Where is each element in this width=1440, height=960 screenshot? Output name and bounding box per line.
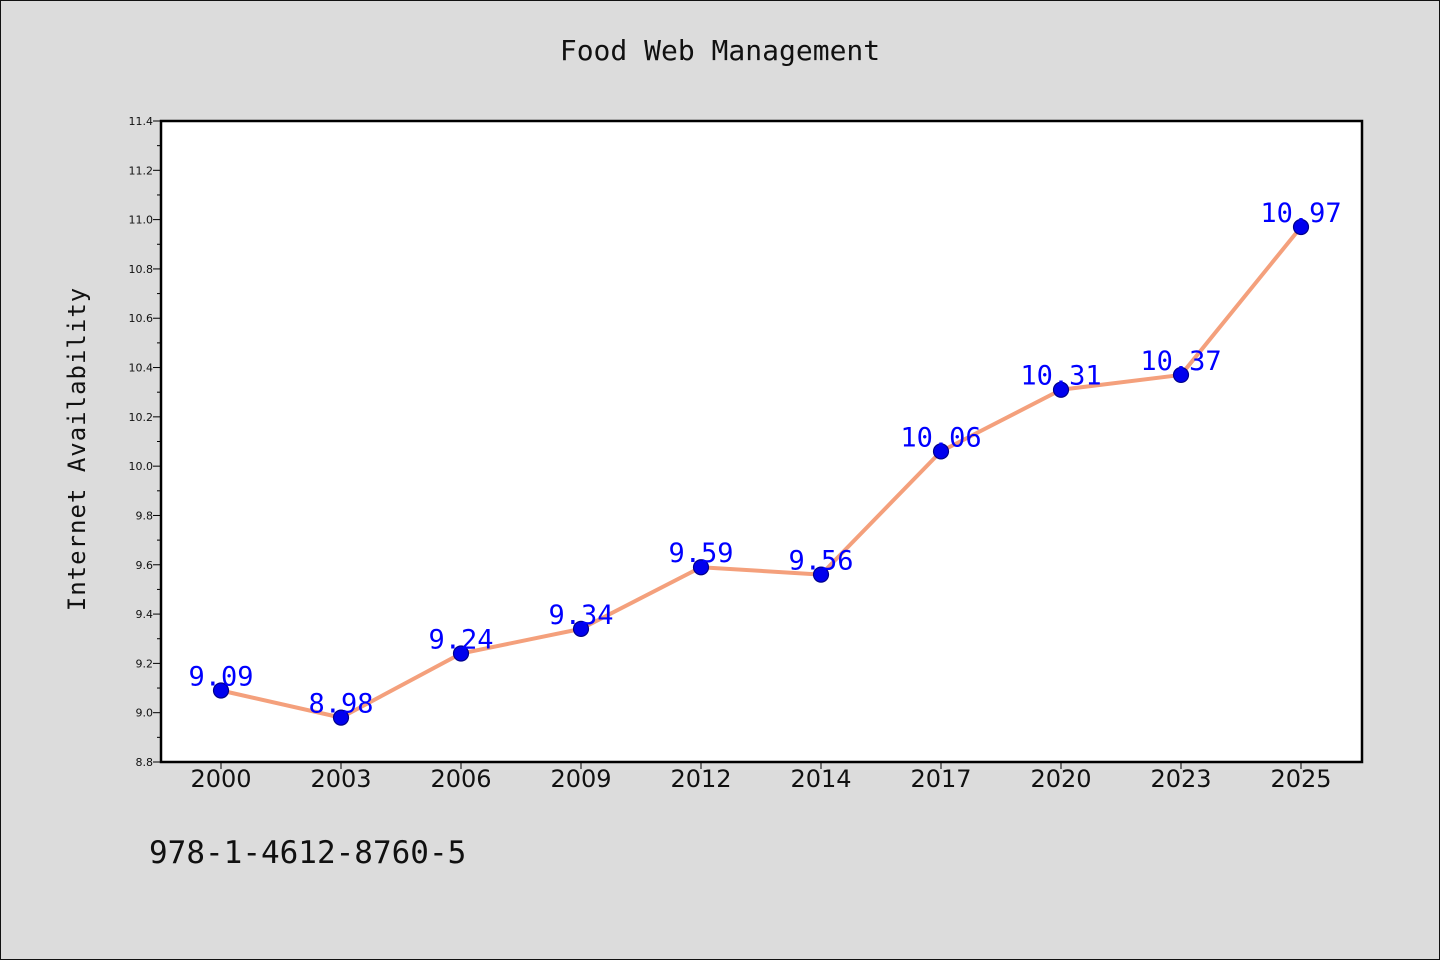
x-tick-label: 2003: [310, 765, 371, 793]
data-point: [932, 443, 950, 460]
x-tick-label: 2020: [1030, 765, 1091, 793]
data-label: 10.37: [1140, 346, 1221, 377]
y-tick-label: 9.4: [136, 608, 154, 621]
data-label: 9.56: [788, 546, 853, 577]
footer-code: 978-1-4612-8760-5: [149, 835, 467, 871]
y-tick-label: 9.8: [136, 509, 154, 522]
chart-title: Food Web Management: [559, 34, 881, 67]
x-tick-label: 2000: [190, 765, 251, 793]
data-label: 9.24: [428, 625, 493, 656]
y-tick-label: 10.4: [129, 362, 154, 375]
data-point: [1052, 381, 1070, 398]
y-tick-label: 11.2: [129, 164, 154, 177]
y-tick-label: 9.0: [136, 707, 154, 720]
data-point: [572, 620, 590, 637]
x-tick-label: 2014: [790, 765, 851, 793]
y-tick-label: 10.6: [129, 312, 154, 325]
data-label: 8.98: [308, 689, 373, 720]
x-tick-label: 2017: [910, 765, 971, 793]
data-point: [452, 645, 470, 662]
data-point: [212, 682, 230, 699]
x-tick-label: 2006: [430, 765, 491, 793]
x-tick-label: 2025: [1270, 765, 1331, 793]
data-label: 10.97: [1260, 198, 1341, 229]
data-point: [692, 559, 710, 576]
data-label: 10.06: [900, 422, 981, 453]
series-line: [219, 225, 1303, 720]
y-tick-label: 10.0: [129, 460, 154, 473]
x-tick-label: 2009: [550, 765, 611, 793]
data-point: [1172, 366, 1190, 384]
data-label: 9.09: [188, 662, 253, 693]
plot-frame: [159, 119, 1364, 764]
y-tick-label: 10.2: [129, 411, 154, 424]
data-label: 9.59: [668, 538, 733, 569]
data-label: 10.31: [1020, 361, 1101, 392]
y-tick-label: 8.8: [136, 756, 154, 769]
data-point: [332, 709, 350, 726]
y-tick-label: 11.0: [129, 214, 154, 227]
x-tick-label: 2012: [670, 765, 731, 793]
y-tick-label: 11.4: [129, 115, 154, 128]
y-tick-label: 9.6: [136, 559, 154, 572]
y-tick-label: 10.8: [129, 263, 154, 276]
data-point: [812, 566, 830, 583]
x-tick-label: 2023: [1150, 765, 1211, 793]
data-label: 9.34: [548, 600, 613, 631]
data-point: [1292, 218, 1310, 236]
plot-area: [161, 121, 1362, 762]
y-tick-label: 9.2: [136, 657, 154, 670]
